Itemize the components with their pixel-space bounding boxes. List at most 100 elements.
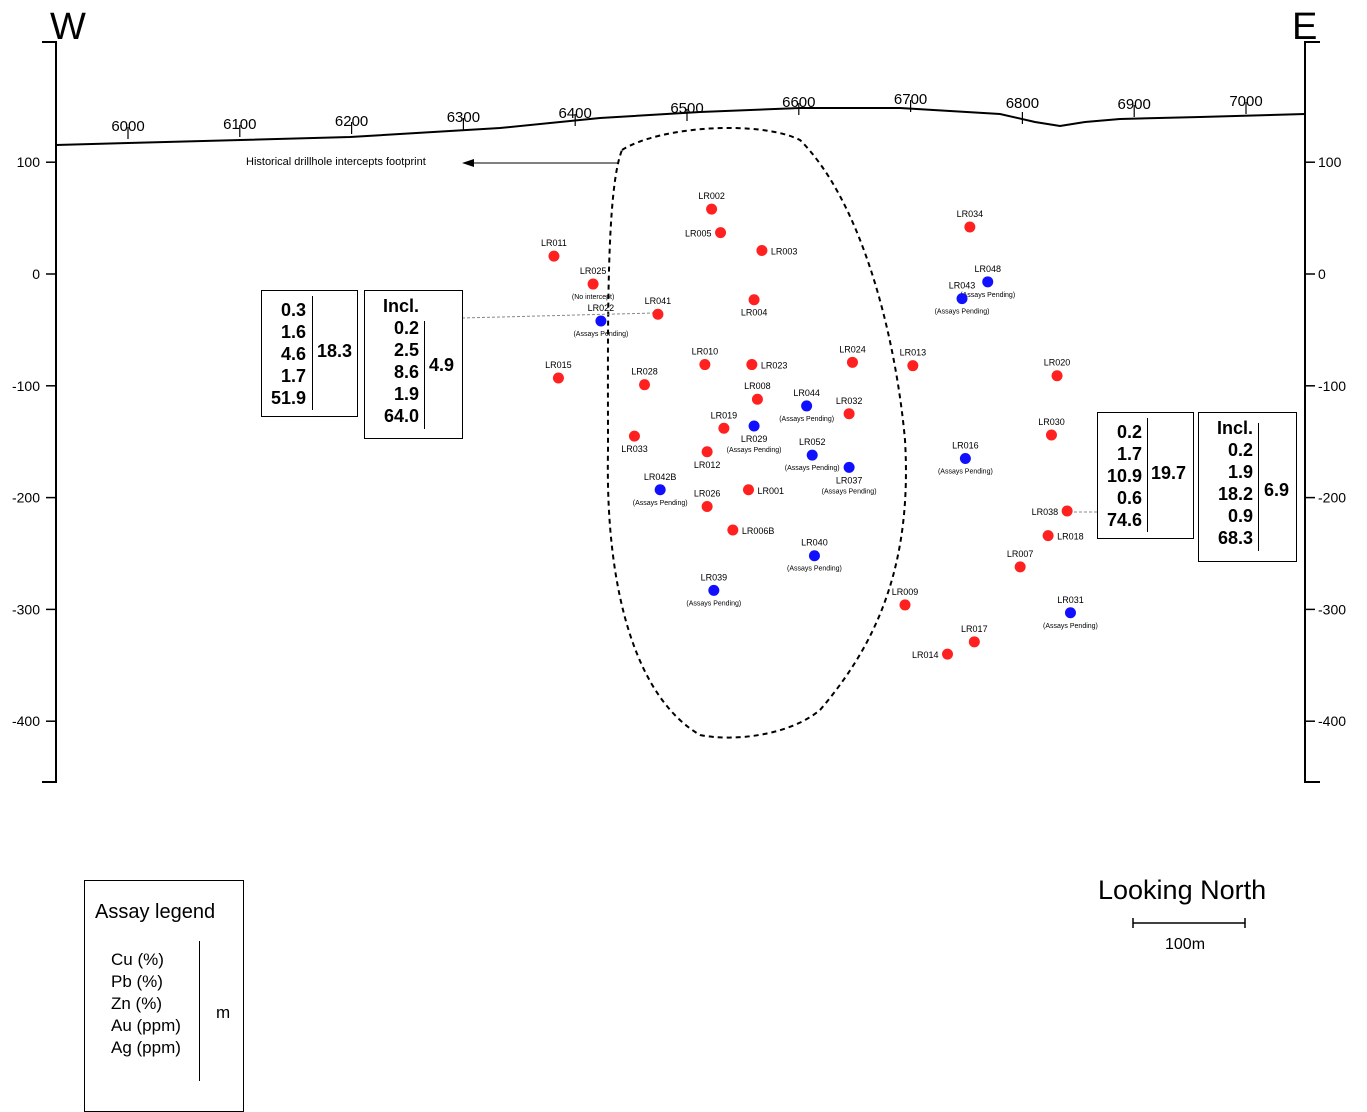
legend-title: Assay legend (95, 901, 216, 923)
intercept-value: 1.6 (280, 322, 306, 342)
intercept-value: 1.9 (393, 384, 419, 404)
elevation-label: -400 (1318, 713, 1346, 729)
elevation-label: -200 (1318, 490, 1346, 506)
easting-label: 6800 (1006, 95, 1039, 112)
divider (312, 296, 313, 410)
drillhole-label: LR007 (1007, 549, 1034, 559)
elevation-label: -300 (12, 601, 40, 617)
drillhole-label: LR042B (644, 472, 677, 482)
surface-line (55, 107, 1306, 146)
legend-unit: m (216, 1003, 231, 1022)
drillhole-lr037: LR037 (Assays Pending) (822, 461, 877, 495)
drillhole-note: (No intercept) (572, 294, 614, 301)
drillhole-note: (Assays Pending) (822, 488, 877, 495)
drillhole-label: LR032 (836, 396, 863, 406)
drillhole-note: (Assays Pending) (573, 331, 628, 338)
intercept-incl-left-values: Incl. 0.2 2.5 8.6 1.9 64.0 (365, 295, 419, 427)
drillhole-dot (808, 550, 820, 562)
legend-item: Zn (%) (111, 994, 162, 1013)
drillhole-dot (699, 359, 711, 371)
easting-label: 6600 (782, 94, 815, 111)
drillhole-lr041: LR041 (645, 296, 672, 320)
elevation-label: -300 (1318, 601, 1346, 617)
drillhole-dot (639, 379, 651, 391)
topographic-surface: 6000 6100 6200 6300 6400 6500 6600 6700 6800 6900… (55, 91, 1306, 146)
divider (1147, 418, 1148, 532)
intercept-value: 0.6 (1116, 488, 1142, 508)
drillhole-label: LR041 (645, 296, 672, 306)
drillhole-dot (715, 227, 727, 239)
intercept-value: 64.0 (383, 406, 419, 426)
drillhole-lr034: LR034 (957, 209, 984, 233)
easting-label: 6700 (894, 91, 927, 108)
drillhole-lr028: LR028 (631, 367, 658, 391)
intercept-connector-left (461, 312, 655, 319)
drillhole-dot (718, 422, 730, 434)
drillhole-label: LR034 (957, 209, 984, 219)
drillhole-label: LR016 (952, 440, 979, 450)
drillhole-lr040: LR040 (Assays Pending) (787, 538, 842, 573)
intercept-value: 68.3 (1217, 528, 1253, 548)
drillhole-label: LR052 (799, 437, 826, 447)
intercept-incl-width: 4.9 (429, 355, 455, 375)
drillhole-lr048: LR048 (Assays Pending) (960, 264, 1015, 299)
incl-label: Incl. (1216, 418, 1253, 438)
elevation-label: -100 (12, 378, 40, 394)
elevation-label: 0 (32, 266, 40, 282)
easting-label: 6500 (670, 100, 703, 117)
legend-item: Pb (%) (111, 972, 163, 991)
drillhole-lr007: LR007 (1007, 549, 1034, 573)
intercept-value: 0.2 (1227, 440, 1253, 460)
intercept-value: 0.9 (1227, 506, 1253, 526)
drillhole-lr039: LR039 (Assays Pending) (686, 572, 741, 607)
footprint-label: Historical drillhole intercepts footprin… (246, 156, 426, 168)
intercept-incl-width: 6.9 (1264, 480, 1290, 500)
drillhole-label: LR048 (974, 264, 1001, 274)
drillhole-label: LR002 (698, 191, 725, 201)
drillhole-label: LR008 (744, 381, 771, 391)
scale-bar (1132, 918, 1246, 928)
drillhole-dot (746, 359, 758, 371)
intercept-value: 51.9 (270, 388, 306, 408)
intercept-left-values: 0.3 1.6 4.6 1.7 51.9 (262, 299, 306, 409)
drillhole-lr043: LR043 (Assays Pending) (935, 281, 990, 316)
assay-legend: Assay legend Cu (%) Pb (%) Zn (%) Au (pp… (84, 880, 244, 1112)
drillhole-label: LR022 (588, 303, 615, 313)
drillhole-lr023: LR023 (746, 359, 787, 371)
intercept-value: 18.2 (1217, 484, 1253, 504)
intercept-value: 0.2 (393, 318, 419, 338)
drillhole-label: LR031 (1057, 595, 1084, 605)
drillhole-label: LR018 (1057, 532, 1084, 542)
drillhole-label: LR013 (900, 348, 927, 358)
left-axis (42, 41, 57, 783)
drillhole-dot (956, 293, 968, 305)
west-label: W (50, 6, 86, 48)
drillhole-label: LR038 (1032, 507, 1059, 517)
easting-label: 6000 (111, 118, 144, 135)
drillhole-lr004: LR004 (741, 294, 767, 318)
drillhole-note: (Assays Pending) (1043, 623, 1098, 630)
easting-label: 6400 (559, 105, 592, 122)
drillhole-dot (595, 315, 607, 327)
drillhole-label: LR028 (631, 367, 658, 377)
drillhole-lr012: LR012 (694, 446, 720, 470)
drillhole-lr022: LR022 (Assays Pending) (573, 303, 628, 338)
drillhole-dot (1061, 505, 1073, 517)
scale-bar-label: 100m (1165, 936, 1206, 953)
drillhole-dot (742, 484, 754, 496)
drillhole-dot (701, 501, 713, 513)
drillhole-dot (628, 430, 640, 442)
drillhole-lr038: LR038 (1032, 505, 1073, 517)
intercept-value: 8.6 (393, 362, 419, 382)
footprint-dashed-line (606, 126, 907, 739)
drillhole-note: (Assays Pending) (787, 566, 842, 573)
drillhole-label: LR014 (912, 650, 939, 660)
drillhole-note: (Assays Pending) (727, 447, 782, 454)
intercept-value: 4.6 (280, 344, 306, 364)
drillhole-dot (941, 648, 953, 660)
right-axis (1304, 41, 1320, 783)
intercept-value: 1.7 (280, 366, 306, 386)
footprint-outline (462, 126, 907, 739)
